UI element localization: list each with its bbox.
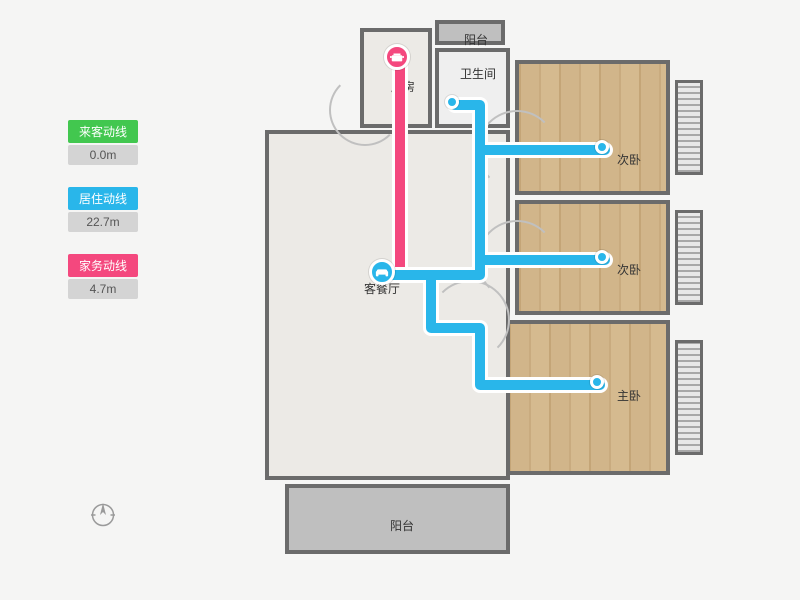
kitchen-node-icon bbox=[384, 44, 410, 70]
legend: 来客动线 0.0m 居住动线 22.7m 家务动线 4.7m bbox=[68, 120, 138, 321]
living-end-node-1 bbox=[595, 140, 609, 154]
compass-icon bbox=[88, 500, 118, 530]
living-end-node-3 bbox=[590, 375, 604, 389]
legend-value-chore: 4.7m bbox=[68, 279, 138, 299]
living-end-node-0 bbox=[445, 95, 459, 109]
legend-label-living: 居住动线 bbox=[68, 187, 138, 210]
legend-item-chore: 家务动线 4.7m bbox=[68, 254, 138, 299]
legend-value-living: 22.7m bbox=[68, 212, 138, 232]
legend-value-guest: 0.0m bbox=[68, 145, 138, 165]
living-end-node-2 bbox=[595, 250, 609, 264]
floorplan: 阳台厨房卫生间次卧次卧主卧客餐厅阳台 bbox=[265, 20, 735, 580]
legend-label-chore: 家务动线 bbox=[68, 254, 138, 277]
living-node-icon bbox=[369, 259, 395, 285]
legend-item-guest: 来客动线 0.0m bbox=[68, 120, 138, 165]
legend-item-living: 居住动线 22.7m bbox=[68, 187, 138, 232]
path-nodes bbox=[265, 20, 735, 580]
legend-label-guest: 来客动线 bbox=[68, 120, 138, 143]
